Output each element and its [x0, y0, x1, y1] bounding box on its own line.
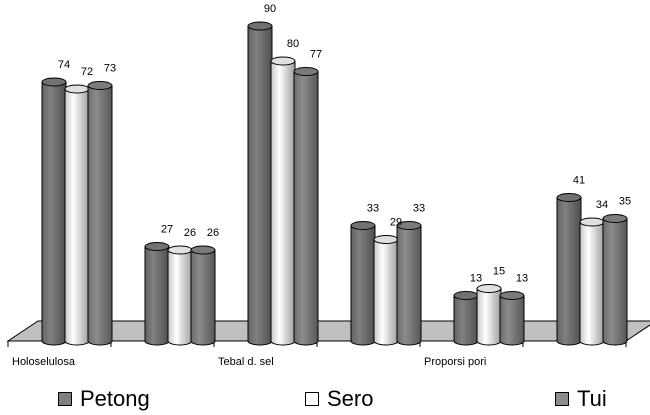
- data-label-tui-0: 73: [104, 63, 116, 75]
- bar-petong-0: [41, 77, 67, 346]
- bar-petong-4: [453, 291, 479, 346]
- bars: [41, 21, 628, 346]
- bar-petong-2: [247, 21, 273, 346]
- data-label-sero-1: 26: [184, 227, 196, 239]
- data-label-sero-4: 15: [493, 266, 505, 278]
- x-tick-label-tebal-d-sel: Tebal d. sel: [218, 356, 274, 368]
- legend-swatch-sero: [305, 392, 319, 406]
- legend-swatch-tui: [555, 392, 569, 406]
- bar-tui-4: [499, 291, 525, 346]
- bar-sero-3: [373, 235, 399, 346]
- legend-item-petong: Petong: [58, 386, 150, 412]
- bar-petong-1: [144, 242, 170, 346]
- data-label-petong-5: 41: [573, 175, 585, 187]
- data-label-petong-0: 74: [58, 59, 70, 71]
- x-tick-label-proporsi-pori: Proporsi pori: [424, 356, 486, 368]
- data-label-sero-0: 72: [81, 66, 93, 78]
- x-tick-label-holoselulosa: Holoselulosa: [12, 356, 76, 368]
- bar-tui-0: [87, 81, 113, 346]
- bar-sero-1: [167, 245, 193, 346]
- bar-petong-3: [350, 221, 376, 346]
- data-label-tui-1: 26: [207, 227, 219, 239]
- legend-label-petong: Petong: [80, 386, 150, 411]
- bar-sero-4: [476, 284, 502, 346]
- data-label-tui-3: 33: [413, 203, 425, 215]
- bar-tui-3: [396, 221, 422, 346]
- bar-tui-1: [190, 245, 216, 346]
- data-label-petong-2: 90: [264, 3, 276, 15]
- bar-sero-0: [64, 84, 90, 346]
- legend-item-tui: Tui: [555, 386, 607, 412]
- data-label-tui-5: 35: [619, 196, 631, 208]
- data-label-petong-3: 33: [367, 203, 379, 215]
- data-label-tui-2: 77: [310, 49, 322, 61]
- legend-label-tui: Tui: [577, 386, 607, 411]
- bar-sero-2: [270, 56, 296, 346]
- data-label-sero-3: 29: [390, 217, 402, 229]
- data-labels: 74 72 73 27 26 26 90 80 77 33 29 33 13 15 13 41 34 35: [58, 3, 631, 285]
- legend-swatch-petong: [58, 392, 72, 406]
- legend: Petong Sero Tui: [0, 386, 650, 415]
- bar-petong-5: [556, 193, 582, 346]
- data-label-petong-4: 13: [470, 273, 482, 285]
- bar-tui-2: [293, 67, 319, 346]
- data-label-sero-2: 80: [287, 38, 299, 50]
- data-label-tui-4: 13: [516, 273, 528, 285]
- bar-sero-5: [579, 217, 605, 346]
- data-label-sero-5: 34: [596, 199, 608, 211]
- legend-item-sero: Sero: [305, 386, 373, 412]
- legend-label-sero: Sero: [327, 386, 374, 411]
- bar-tui-5: [602, 214, 628, 346]
- data-label-petong-1: 27: [161, 224, 173, 236]
